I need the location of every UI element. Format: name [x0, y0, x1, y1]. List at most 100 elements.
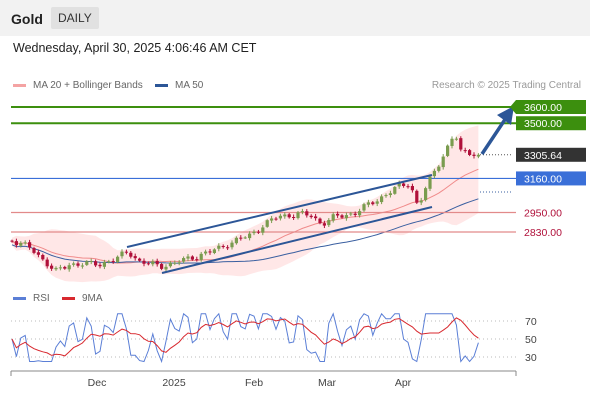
candle-body [89, 260, 93, 262]
x-label-Feb: Feb [245, 377, 263, 389]
price-tag-0 [516, 100, 586, 114]
symbol-title: Gold [11, 11, 43, 27]
candle-body [173, 262, 177, 264]
candle-body [208, 251, 212, 253]
candle-body [331, 214, 335, 221]
candle-body [476, 154, 480, 157]
candle-body [164, 266, 168, 270]
candle-body [111, 261, 115, 263]
candle-body [349, 213, 353, 215]
candle-body [340, 215, 344, 218]
candle-body [67, 265, 71, 270]
candle-body [375, 201, 379, 204]
candle-body [327, 219, 331, 226]
candle-body [415, 190, 419, 203]
trend-line-upper [126, 174, 433, 248]
candle-body [182, 258, 186, 262]
candle-body [344, 215, 348, 219]
candle-body [98, 264, 102, 267]
legend-9ma-label: 9MA [82, 293, 103, 304]
x-label-2025: 2025 [162, 377, 186, 389]
candle-body [314, 216, 318, 219]
candle-body [424, 188, 428, 201]
candle-body [239, 237, 243, 239]
price-label-0: 3600.00 [524, 102, 562, 114]
candle-body [45, 259, 49, 267]
price-tag-1 [516, 116, 586, 131]
candle-body [270, 218, 274, 221]
candle-body [322, 223, 326, 226]
ma9-swatch [62, 297, 75, 300]
price-label-3: 3160.00 [524, 173, 562, 185]
candle-body [397, 183, 401, 187]
candle-body [186, 256, 190, 259]
rsi-tick-70: 70 [525, 316, 537, 328]
candle-body [292, 216, 296, 218]
legend-9ma: 9MA [62, 293, 103, 304]
candle-body [138, 258, 142, 261]
header-bar: Gold DAILY [0, 0, 590, 36]
candle-body [419, 200, 423, 203]
candle-body [133, 256, 137, 259]
x-label-Dec: Dec [88, 377, 107, 389]
candle-body [318, 218, 322, 224]
candle-body [142, 260, 146, 264]
candle-body [190, 256, 194, 260]
price-label-1: 3500.00 [524, 118, 562, 130]
candle-body [358, 211, 362, 216]
rsi-tick-50: 50 [525, 334, 537, 346]
candle-body [212, 249, 216, 254]
candle-body [32, 248, 36, 253]
candle-body [296, 212, 300, 219]
candle-body [278, 215, 282, 219]
candle-body [472, 154, 476, 156]
candle-body [234, 237, 238, 244]
candle-body [124, 251, 128, 253]
candle-body [388, 193, 392, 196]
candle-body [428, 176, 432, 189]
chart-datetime: Wednesday, April 30, 2025 4:06:46 AM CET [13, 41, 257, 55]
candle-body [336, 213, 340, 216]
candle-body [85, 261, 89, 265]
projection-arrow [480, 117, 508, 155]
candle-body [80, 265, 84, 267]
candle-body [58, 267, 62, 269]
candle-body [384, 195, 388, 197]
candle-body [283, 214, 287, 217]
candle-body [274, 218, 278, 220]
candle-body [36, 252, 40, 255]
candle-body [463, 150, 467, 152]
candle-body [120, 251, 124, 257]
candle-body [402, 183, 406, 186]
candle-body [23, 242, 27, 244]
legend-rsi-label: RSI [33, 293, 50, 304]
legend-ma20: MA 20 + Bollinger Bands [13, 80, 143, 91]
candle-body [454, 138, 458, 140]
x-label-Mar: Mar [318, 377, 337, 389]
candle-body [50, 265, 54, 269]
candle-body [243, 237, 247, 239]
candle-body [410, 186, 414, 191]
candle-body [19, 242, 23, 246]
rsi-ma-line [11, 317, 479, 357]
period-badge[interactable]: DAILY [51, 7, 99, 29]
candle-body [107, 261, 111, 263]
legend-ma50-label: MA 50 [175, 80, 204, 91]
candle-body [102, 262, 106, 267]
candle-body [441, 156, 445, 168]
candle-body [226, 247, 230, 249]
credit-text: Research © 2025 Trading Central [431, 80, 581, 91]
legend-rsi: RSI [13, 293, 50, 304]
legend-ma20-label: MA 20 + Bollinger Bands [33, 80, 143, 91]
candle-body [305, 211, 309, 216]
candle-body [41, 255, 45, 260]
rsi-swatch [13, 297, 26, 300]
candle-body [217, 245, 221, 249]
candle-body [450, 138, 454, 146]
candle-body [129, 252, 133, 257]
candle-body [256, 231, 260, 233]
candle-body [230, 242, 234, 248]
candle-body [94, 261, 98, 266]
candle-body [252, 231, 256, 234]
